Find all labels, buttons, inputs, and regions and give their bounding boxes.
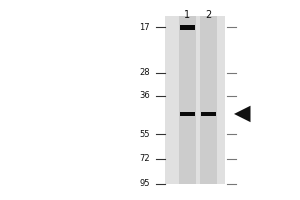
Bar [180, 25, 195, 30]
Text: 95: 95 [140, 179, 150, 188]
Text: 2: 2 [206, 10, 212, 20]
Polygon shape [234, 106, 250, 122]
Bar [179, 16, 196, 184]
Bar [165, 16, 225, 184]
Bar [201, 112, 216, 116]
Text: 1: 1 [184, 10, 190, 20]
Text: 36: 36 [139, 91, 150, 100]
Text: 72: 72 [140, 154, 150, 163]
Text: 17: 17 [140, 23, 150, 32]
Bar [200, 16, 217, 184]
Bar [180, 112, 195, 116]
Text: 28: 28 [140, 68, 150, 77]
Text: 55: 55 [140, 130, 150, 139]
